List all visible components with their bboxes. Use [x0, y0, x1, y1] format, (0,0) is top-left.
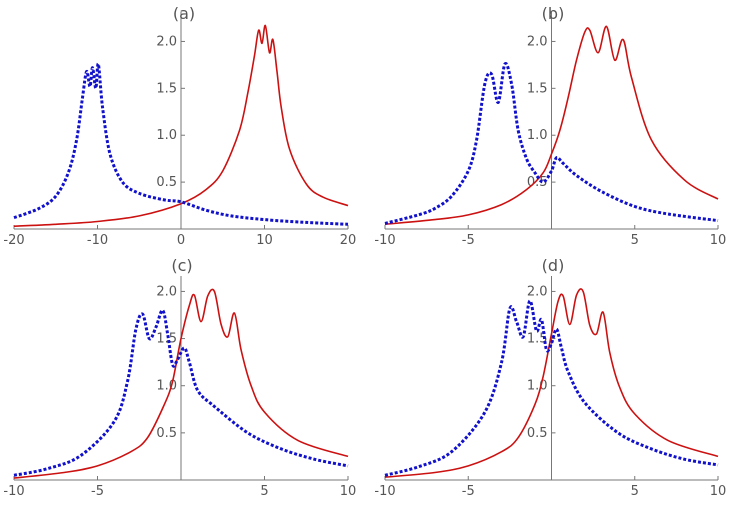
y-tick-label: 2.0: [527, 284, 548, 299]
panel-label: (c): [171, 256, 192, 275]
chart-panel-3: -10 -5 5 10 0.5 1.0 1.5 2.0 (c): [3, 256, 356, 499]
y-tick-label: 2.0: [527, 34, 548, 49]
y-tick-label: 0.5: [527, 175, 548, 190]
y-tick-label: 1.0: [527, 128, 548, 143]
x-tick-label: 10: [710, 484, 727, 499]
panel-label: (d): [542, 256, 565, 275]
x-tick-label: 0: [177, 233, 185, 248]
blue-dotted-series: [13, 62, 349, 226]
red-solid-series: [13, 288, 349, 479]
y-tick-label: 1.5: [527, 81, 548, 96]
x-tick-label: -10: [87, 233, 108, 248]
chart-panel-4: -10 -5 5 10 0.5 1.0 1.5 2.0 (d): [374, 256, 726, 499]
x-tick-label: -20: [3, 233, 24, 248]
y-tick-label: 1.5: [156, 81, 177, 96]
chart-panel-1: -20 -10 0 10 20 0.5 1.0 1.5 2.0 (a): [3, 4, 356, 248]
y-tick-label: 1.5: [156, 332, 177, 347]
x-tick-label: 5: [260, 484, 268, 499]
red-solid-series: [13, 24, 349, 227]
blue-dotted-series: [384, 299, 719, 477]
y-tick-label: 2.0: [156, 284, 177, 299]
x-tick-label: -10: [374, 484, 395, 499]
x-tick-label: -5: [462, 233, 475, 248]
x-tick-label: 20: [340, 233, 357, 248]
y-tick-label: 0.5: [156, 175, 177, 190]
y-tick-label: 0.5: [156, 426, 177, 441]
panel-label: (b): [542, 4, 565, 23]
x-tick-label: 10: [256, 233, 273, 248]
panel-label: (a): [173, 4, 195, 23]
y-tick-label: 0.5: [527, 426, 548, 441]
x-tick-label: 5: [631, 484, 639, 499]
y-tick-label: 1.0: [156, 379, 177, 394]
chart-panel-2: -10 -5 5 10 0.5 1.0 1.5 2.0 (b): [374, 4, 726, 248]
x-tick-label: 10: [710, 233, 727, 248]
x-tick-label: 5: [631, 233, 639, 248]
x-tick-label: 10: [340, 484, 357, 499]
blue-dotted-series: [384, 61, 719, 225]
blue-dotted-series: [13, 308, 349, 477]
red-solid-series: [384, 288, 719, 478]
x-tick-label: -10: [374, 233, 395, 248]
x-tick-label: -5: [91, 484, 104, 499]
y-tick-label: 1.5: [527, 332, 548, 347]
x-tick-label: -10: [3, 484, 24, 499]
red-solid-series: [384, 25, 719, 226]
y-tick-label: 1.0: [527, 379, 548, 394]
x-tick-label: -5: [462, 484, 475, 499]
y-tick-label: 1.0: [156, 128, 177, 143]
y-tick-label: 2.0: [156, 34, 177, 49]
